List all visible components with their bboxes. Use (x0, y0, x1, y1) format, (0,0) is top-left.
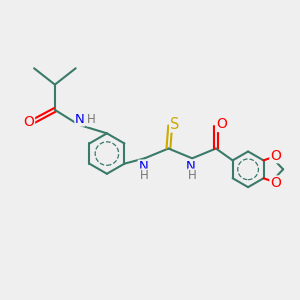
Text: O: O (270, 148, 281, 163)
Text: S: S (170, 117, 179, 132)
Text: H: H (140, 169, 149, 182)
Text: H: H (188, 169, 197, 182)
Text: O: O (24, 115, 34, 129)
Text: H: H (87, 113, 95, 126)
Text: O: O (216, 117, 227, 131)
Text: N: N (186, 160, 196, 173)
Text: N: N (75, 113, 85, 126)
Text: N: N (138, 160, 148, 173)
Text: O: O (270, 176, 281, 190)
